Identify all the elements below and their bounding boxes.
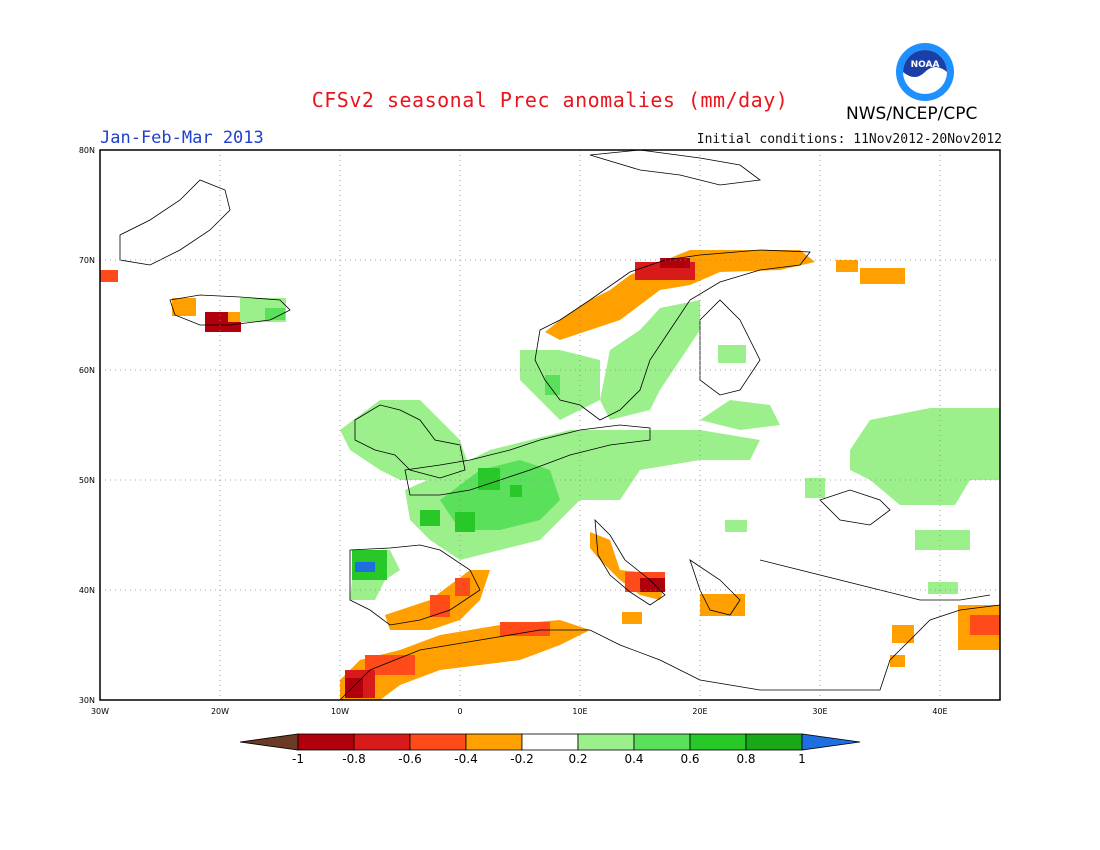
- y-tick: 80N: [79, 146, 95, 155]
- x-tick: 20W: [211, 707, 229, 716]
- y-tick: 60N: [79, 366, 95, 375]
- y-tick-labels: 80N 70N 60N 50N 40N 30N: [79, 146, 95, 705]
- colorbar-segment: [353, 733, 411, 751]
- colorbar-label: -1: [292, 752, 304, 766]
- initial-conditions-label: Initial conditions: 11Nov2012-20Nov2012: [696, 132, 1002, 147]
- y-tick: 70N: [79, 256, 95, 265]
- y-tick: 40N: [79, 586, 95, 595]
- period-label: Jan-Feb-Mar 2013: [100, 128, 264, 148]
- x-tick: 0: [457, 707, 462, 716]
- x-tick-labels: 30W 20W 10W 0 10E 20E 30E 40E: [91, 707, 948, 716]
- colorbar-label: -0.8: [342, 752, 366, 766]
- colorbar-segment: [521, 733, 579, 751]
- colorbar-segment: [297, 733, 355, 751]
- colorbar-label: -0.6: [398, 752, 422, 766]
- colorbar-label: -0.2: [510, 752, 534, 766]
- colorbar: [239, 733, 861, 751]
- colorbar-segment: [745, 733, 803, 751]
- x-tick: 30E: [812, 707, 827, 716]
- colorbar-segment: [465, 733, 523, 751]
- colorbar-segment: [633, 733, 691, 751]
- x-tick: 20E: [692, 707, 707, 716]
- noaa-logo-icon: NOAA: [896, 43, 954, 101]
- colorbar-segment: [689, 733, 747, 751]
- colorbar-label: 1: [798, 752, 806, 766]
- agency-label: NWS/NCEP/CPC: [846, 104, 978, 124]
- anomaly-cells: [100, 250, 1000, 700]
- colorbar-label: -0.4: [454, 752, 478, 766]
- logo-text: NOAA: [911, 60, 940, 70]
- colorbar-label: 0.2: [568, 752, 588, 766]
- x-tick: 10E: [572, 707, 587, 716]
- colorbar-arrow-right: [801, 733, 861, 751]
- x-tick: 30W: [91, 707, 109, 716]
- colorbar-label: 0.6: [680, 752, 700, 766]
- y-tick: 30N: [79, 696, 95, 705]
- colorbar-segment: [409, 733, 467, 751]
- map-title: CFSv2 seasonal Prec anomalies (mm/day): [311, 88, 789, 112]
- colorbar-label: 0.4: [624, 752, 644, 766]
- y-tick: 50N: [79, 476, 95, 485]
- colorbar-label: 0.8: [736, 752, 756, 766]
- colorbar-segment: [577, 733, 635, 751]
- x-tick: 10W: [331, 707, 349, 716]
- x-tick: 40E: [932, 707, 947, 716]
- map-frame: [99, 149, 1001, 701]
- colorbar-arrow-left: [239, 733, 299, 751]
- graticule: [100, 150, 1000, 700]
